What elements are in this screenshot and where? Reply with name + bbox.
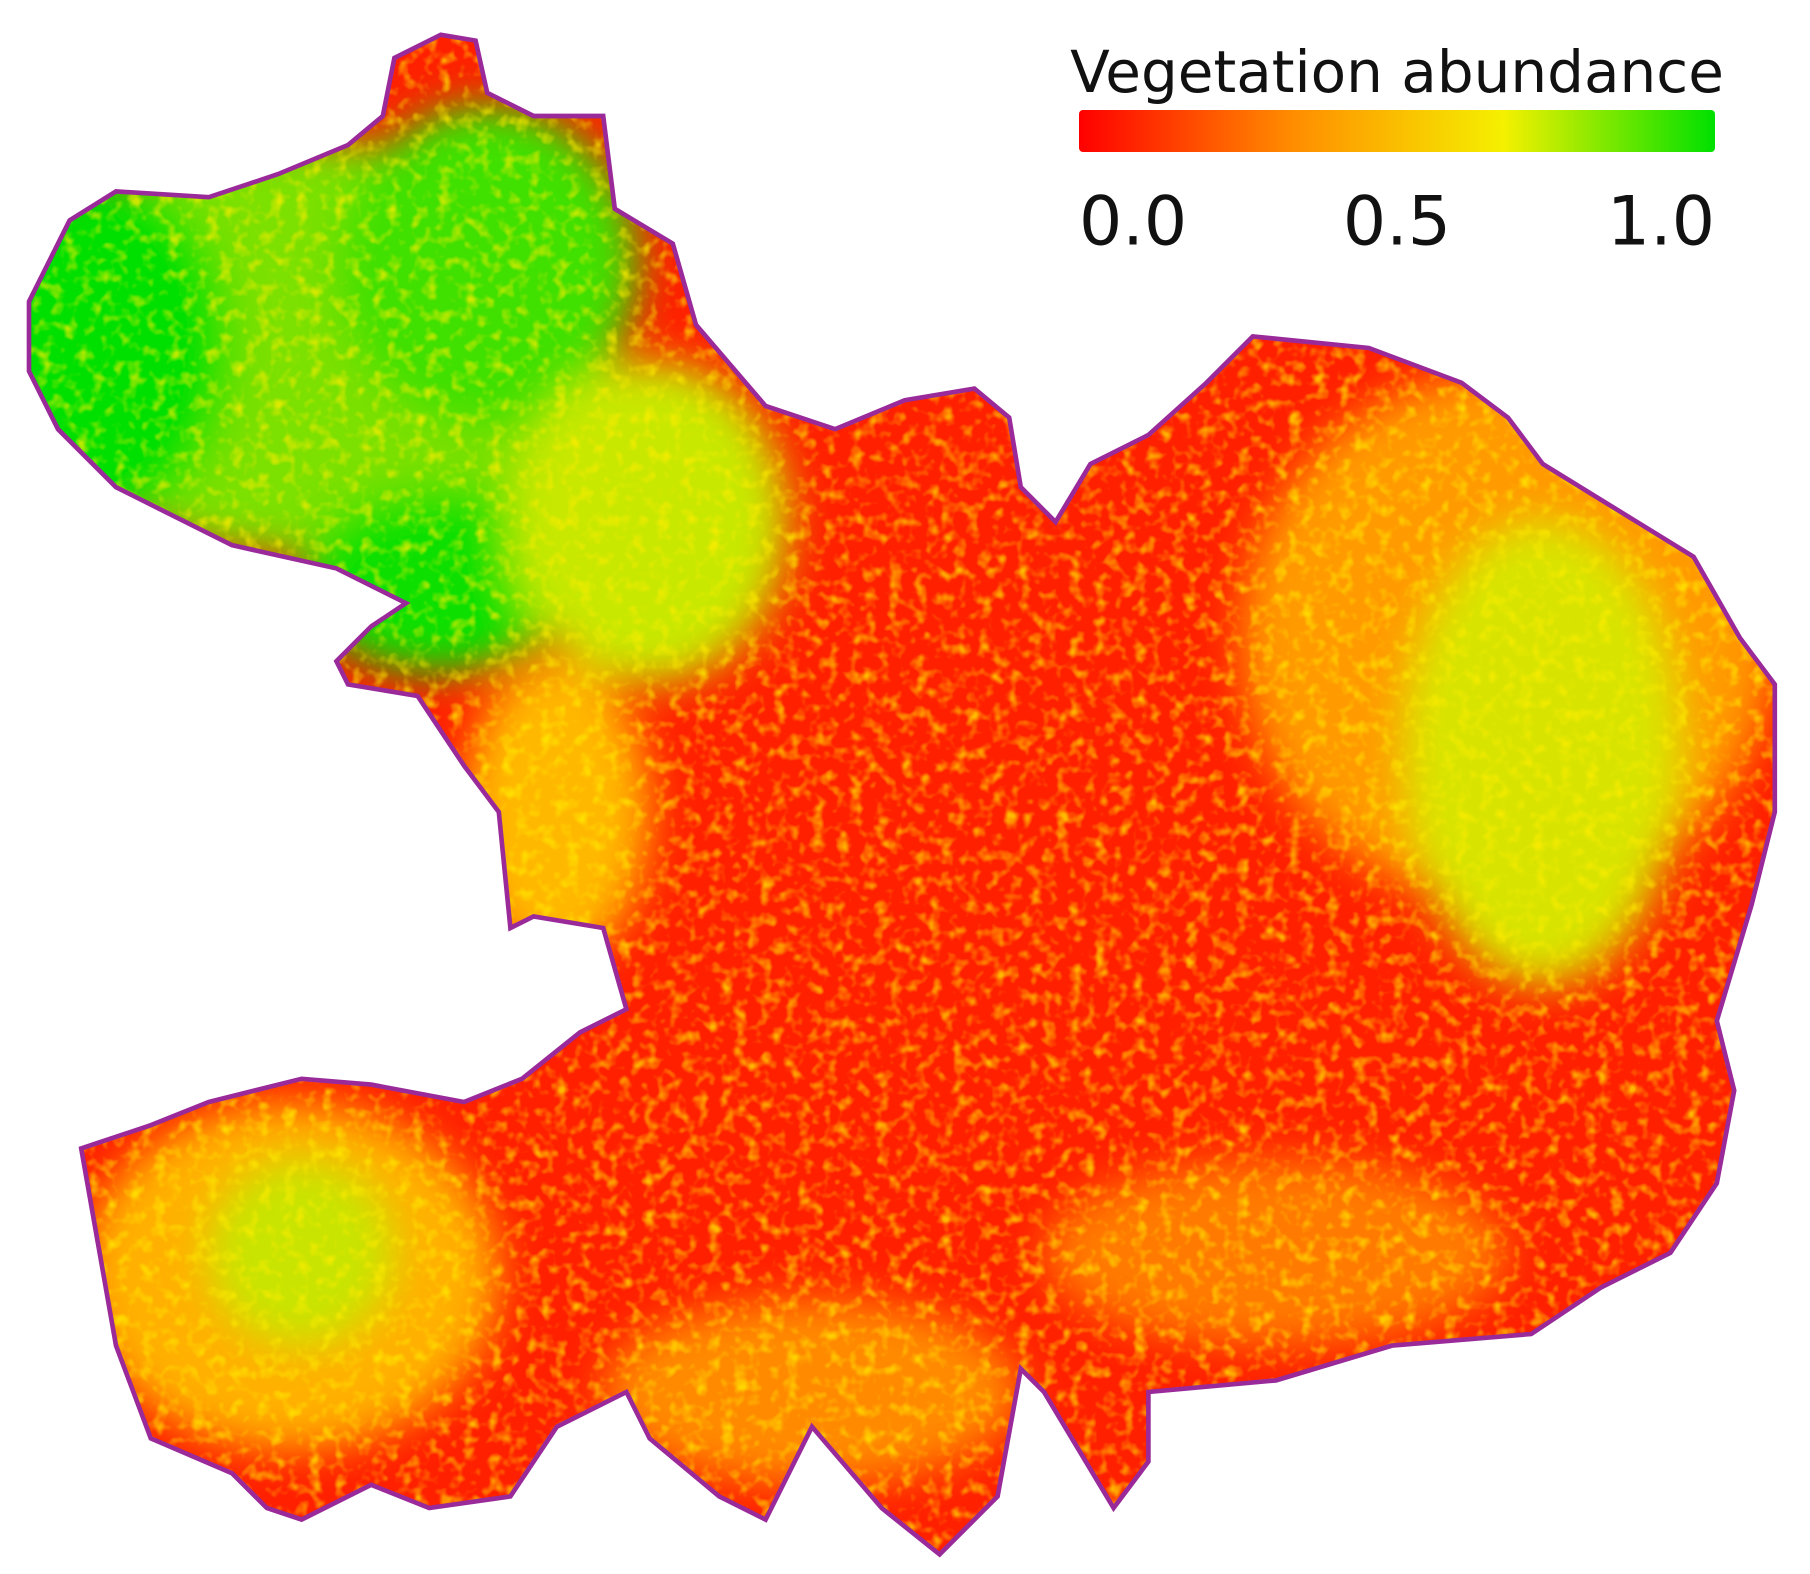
legend-tick-label: 1.0 — [1607, 183, 1715, 262]
legend-tick-label: 0.0 — [1079, 183, 1187, 262]
legend-title: Vegetation abundance — [1070, 38, 1724, 106]
legend-color-bar — [1079, 110, 1715, 152]
legend-ticks: 0.0 0.5 1.0 — [1079, 183, 1715, 262]
legend-tick-label: 0.5 — [1343, 183, 1451, 262]
